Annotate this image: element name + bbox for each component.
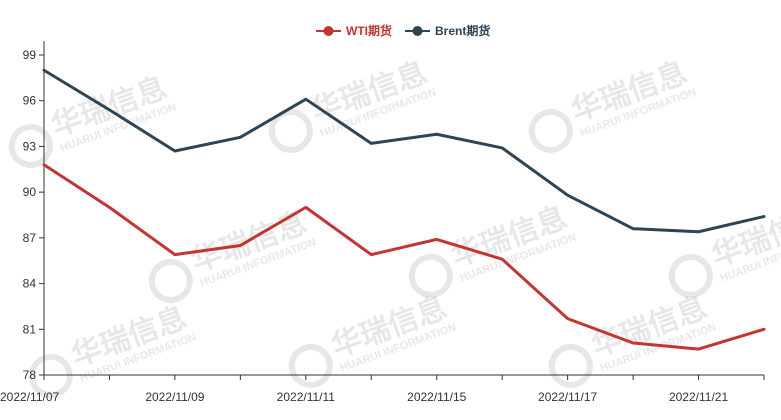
watermark-logo-icon (668, 253, 713, 298)
series-line-wti (42, 163, 766, 351)
watermark-logo-icon (148, 258, 193, 303)
legend-label: WTI期货 (346, 23, 392, 38)
watermark-logo-icon (288, 343, 333, 388)
y-tick-label: 84 (23, 277, 37, 291)
x-tick-label: 2022/11/11 (277, 390, 336, 404)
watermark-logo-icon (528, 108, 573, 153)
legend-marker-icon (412, 26, 423, 36)
legend[interactable]: WTI期货 Brent期货 (316, 23, 490, 38)
watermark-logo-icon (8, 123, 53, 168)
y-tick-label: 96 (23, 94, 37, 108)
legend-item-wti[interactable]: WTI期货 (316, 23, 392, 38)
legend-marker-icon (323, 26, 334, 36)
x-tick-label: 2022/11/09 (145, 390, 204, 404)
axes: 78 81 84 87 90 93 96 99 2022/11/07 2022/11/09 2022… (0, 41, 765, 404)
watermark-logo-icon (548, 343, 593, 388)
y-tick-label: 99 (23, 48, 37, 62)
x-tick-label: 2022/11/21 (669, 390, 728, 404)
x-tick-label: 2022/11/15 (407, 390, 466, 404)
y-tick-label: 93 (23, 139, 37, 153)
y-tick-label: 78 (23, 368, 37, 382)
y-tick-label: 81 (23, 322, 37, 336)
legend-label: Brent期货 (435, 23, 490, 38)
x-tick-label: 2022/11/07 (0, 390, 59, 404)
y-tick-label: 90 (23, 185, 37, 199)
watermark-logo-icon (268, 108, 313, 153)
watermark-logo-icon (408, 253, 453, 298)
x-tick-label: 2022/11/17 (538, 390, 597, 404)
y-tick-label: 87 (23, 231, 37, 245)
series-line-brent (42, 68, 766, 234)
series-layer (42, 68, 766, 351)
legend-item-brent[interactable]: Brent期货 (405, 23, 490, 38)
